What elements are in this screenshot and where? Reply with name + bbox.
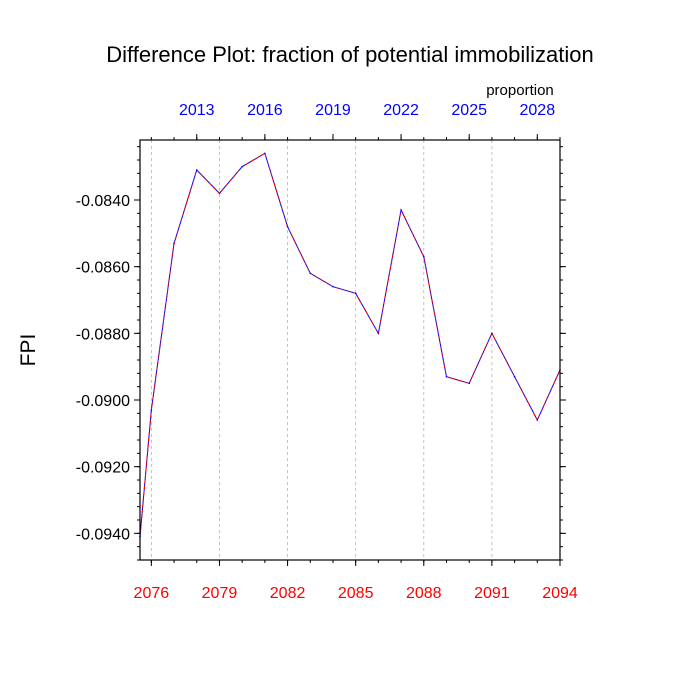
x-bottom-tick-label: 2082 (270, 585, 306, 602)
x-top-tick-label: 2013 (179, 102, 215, 119)
y-tick-label: -0.0900 (76, 393, 130, 410)
data-point (241, 165, 243, 168)
data-point (309, 272, 312, 275)
y-axis-label: FPI (17, 334, 40, 367)
data-point (400, 209, 402, 211)
x-bottom-tick-label: 2091 (474, 585, 510, 602)
data-point (468, 382, 470, 385)
tick-labels: -0.0840 -0.0860 -0.0880 -0.0900 -0.0920 -0.09… (76, 102, 578, 602)
data-point (354, 292, 357, 295)
x-top-tick-label: 2028 (520, 102, 556, 119)
series-line-dashed-overlay (139, 152, 561, 537)
data-point (377, 332, 380, 335)
data-point (491, 332, 493, 335)
data-point (150, 409, 153, 411)
data-point (332, 285, 334, 288)
x-top-tick-label: 2016 (247, 102, 283, 119)
data-point (536, 419, 539, 421)
data-point (195, 169, 198, 171)
x-bottom-tick-label: 2088 (406, 585, 442, 602)
data-point (286, 225, 289, 228)
grid-lines (150, 140, 493, 560)
data-point (445, 375, 448, 378)
units-label: proportion (486, 82, 554, 99)
x-top-tick-label: 2022 (383, 102, 419, 119)
data-point (218, 192, 221, 195)
y-tick-label: -0.0840 (76, 193, 130, 210)
data-point (422, 255, 425, 258)
y-tick-label: -0.0940 (76, 526, 130, 543)
y-tick-label: -0.0880 (76, 326, 130, 343)
series-layer (139, 152, 561, 538)
data-point (513, 375, 516, 378)
x-bottom-tick-label: 2085 (338, 585, 374, 602)
y-tick-label: -0.0860 (76, 260, 130, 277)
y-tick-label: -0.0920 (76, 460, 130, 477)
plot-frame (139, 139, 561, 561)
x-top-tick-label: 2025 (451, 102, 487, 119)
x-top-tick-label: 2019 (315, 102, 351, 119)
chart-title: Difference Plot: fraction of potential i… (106, 42, 594, 67)
data-point (264, 152, 266, 155)
tick-marks (134, 134, 566, 566)
data-point (173, 242, 175, 245)
x-bottom-tick-label: 2079 (202, 585, 238, 602)
x-bottom-tick-label: 2094 (542, 585, 578, 602)
x-bottom-tick-label: 2076 (134, 585, 170, 602)
series-line (139, 152, 561, 537)
